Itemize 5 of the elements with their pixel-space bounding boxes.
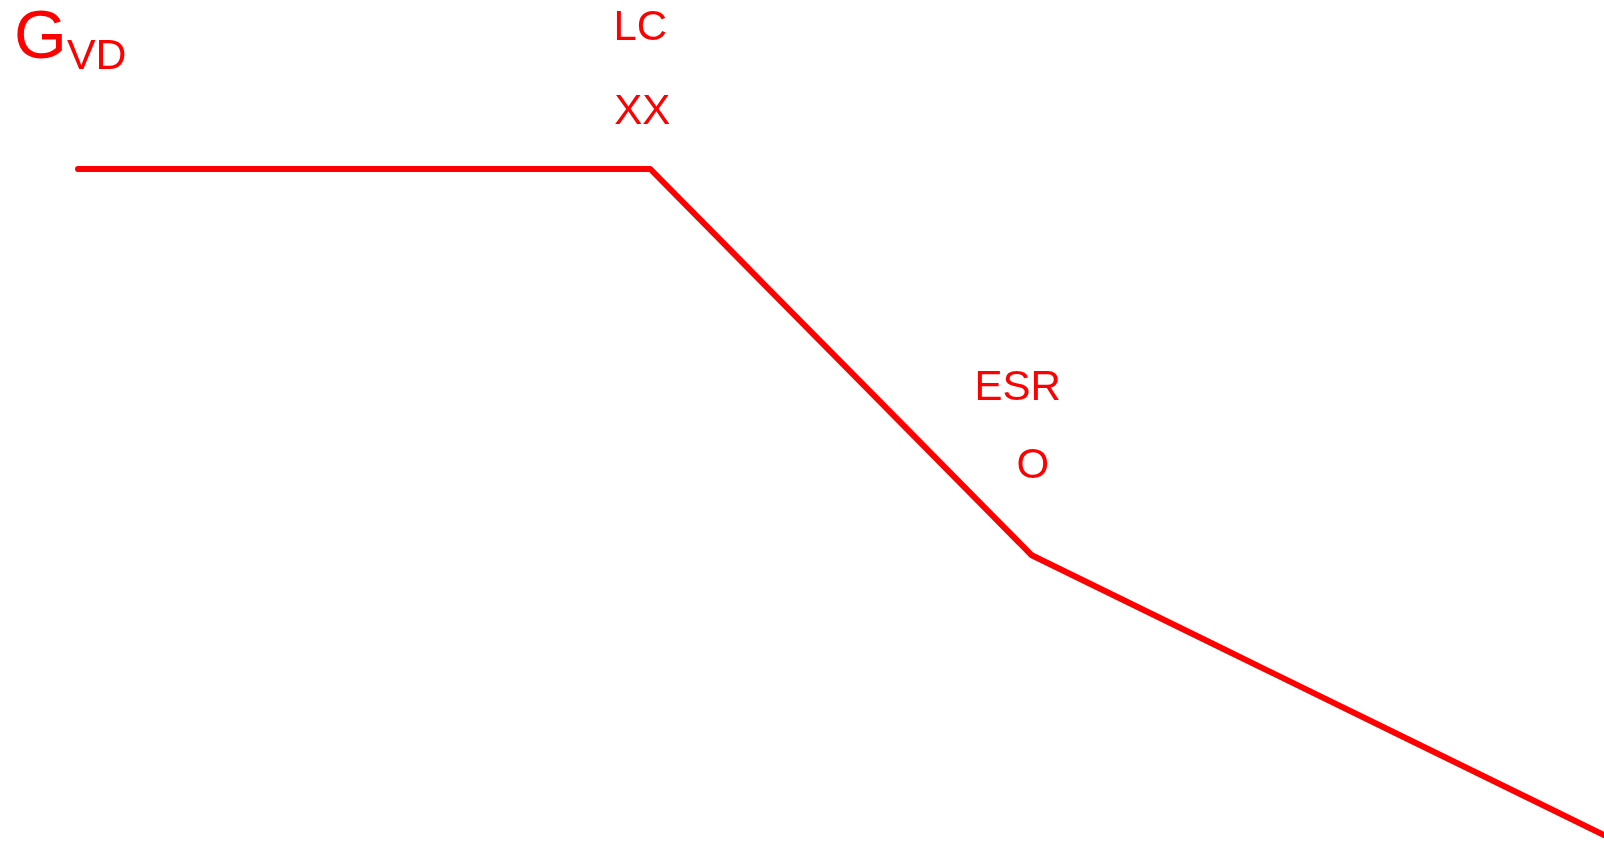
y-axis-title: G$_{VD}$: [14, 0, 127, 78]
text: XX: [614, 86, 671, 134]
text: LC: [613, 2, 668, 50]
annotation: O: [1016, 439, 1050, 487]
annotation: ESR: [974, 361, 1061, 409]
